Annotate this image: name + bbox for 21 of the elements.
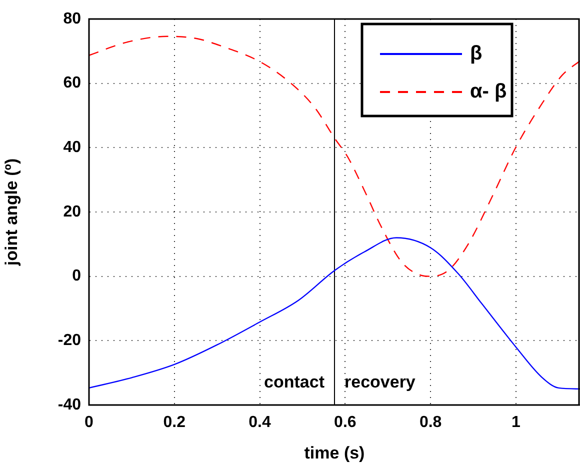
annotation: recovery	[344, 372, 416, 392]
y-tick-label: -20	[58, 332, 82, 350]
legend-label: β	[470, 42, 482, 65]
line-series	[89, 36, 580, 277]
y-tick-label: 80	[63, 10, 82, 28]
x-tick-label: 0.2	[163, 414, 186, 432]
y-tick-label: 40	[63, 139, 82, 156]
x-axis-title: time (s)	[304, 443, 365, 462]
x-tick-label: 0	[84, 414, 94, 432]
legend-label: α- β	[470, 80, 507, 103]
y-tick-label: 20	[63, 203, 82, 220]
annotation: contact	[264, 372, 325, 392]
x-tick-label: 0.6	[334, 414, 356, 432]
line-series	[89, 237, 580, 390]
x-tick-label: 0.4	[248, 414, 271, 432]
y-tick-label: 0	[72, 268, 82, 285]
y-tick-label: -40	[58, 396, 82, 414]
y-axis-title: joint angle (º)	[2, 158, 21, 267]
x-tick-label: 1	[512, 414, 521, 432]
y-tick-label: 60	[63, 74, 82, 92]
x-tick-label: 0.8	[419, 414, 442, 432]
